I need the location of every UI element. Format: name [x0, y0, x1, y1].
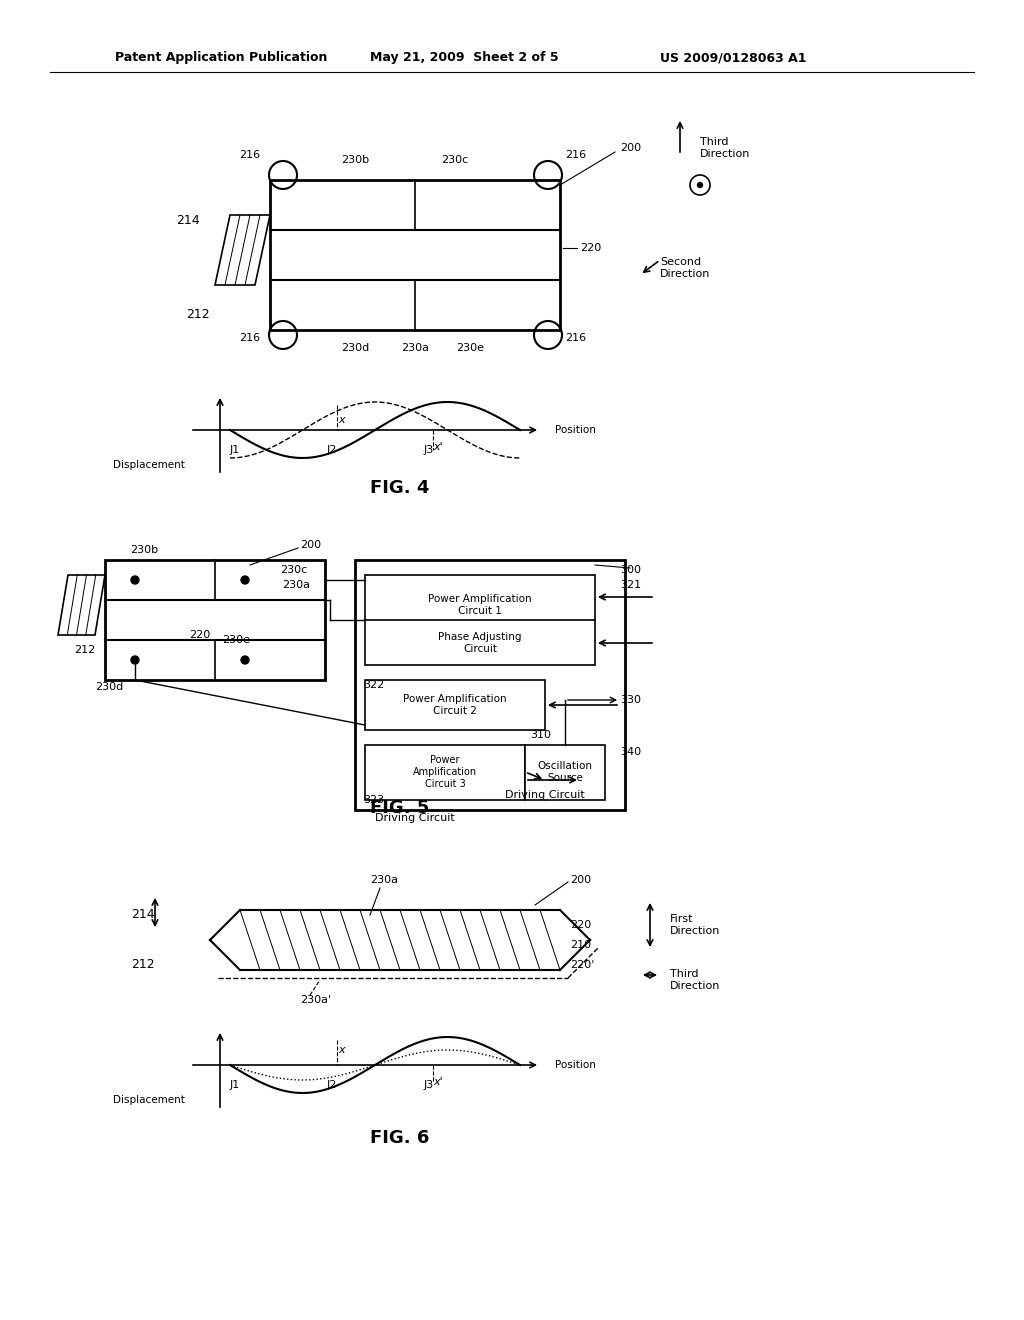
Text: 216: 216: [565, 333, 586, 343]
Text: 210: 210: [570, 940, 591, 950]
Text: 220': 220': [570, 960, 594, 970]
Text: Displacement: Displacement: [113, 1096, 185, 1105]
Text: 230c: 230c: [441, 154, 469, 165]
Text: 230a: 230a: [370, 875, 398, 884]
Text: x: x: [338, 414, 345, 425]
Text: 212: 212: [74, 645, 95, 655]
Text: Power
Amplification
Circuit 3: Power Amplification Circuit 3: [413, 755, 477, 788]
Text: Third
Direction: Third Direction: [670, 969, 720, 991]
Circle shape: [241, 576, 249, 583]
Text: 300: 300: [620, 565, 641, 576]
Text: 330: 330: [620, 696, 641, 705]
Text: Driving Circuit: Driving Circuit: [375, 813, 455, 822]
Text: 310: 310: [530, 730, 551, 741]
Circle shape: [241, 656, 249, 664]
Circle shape: [131, 576, 139, 583]
Text: 230e: 230e: [222, 635, 250, 645]
Text: 323: 323: [362, 795, 384, 805]
Text: Position: Position: [555, 425, 596, 436]
Text: J2: J2: [327, 1080, 337, 1090]
Text: May 21, 2009  Sheet 2 of 5: May 21, 2009 Sheet 2 of 5: [370, 51, 559, 65]
Text: x: x: [338, 1045, 345, 1055]
Text: J1: J1: [229, 445, 240, 455]
Text: Second
Direction: Second Direction: [660, 257, 711, 279]
Text: FIG. 6: FIG. 6: [371, 1129, 430, 1147]
Text: 230a: 230a: [401, 343, 429, 352]
Text: Third
Direction: Third Direction: [700, 137, 751, 158]
Text: 216: 216: [565, 150, 586, 160]
Text: Power Amplification
Circuit 1: Power Amplification Circuit 1: [428, 594, 531, 616]
Text: Phase Adjusting
Circuit: Phase Adjusting Circuit: [438, 632, 522, 653]
Text: 321: 321: [620, 579, 641, 590]
Text: 322: 322: [362, 680, 384, 690]
Text: Position: Position: [555, 1060, 596, 1071]
Text: 212: 212: [186, 309, 210, 322]
Text: 200: 200: [570, 875, 591, 884]
Bar: [355, 560, 625, 810]
Circle shape: [697, 182, 702, 187]
Bar: [365, 680, 545, 730]
Text: J3: J3: [423, 1080, 433, 1090]
Text: 220: 220: [570, 920, 591, 931]
Text: 216: 216: [239, 150, 260, 160]
Text: US 2009/0128063 A1: US 2009/0128063 A1: [660, 51, 807, 65]
Text: J3: J3: [423, 445, 433, 455]
Text: 230d: 230d: [95, 682, 123, 692]
Text: 220: 220: [188, 630, 210, 640]
Text: 230d: 230d: [341, 343, 369, 352]
Text: 220: 220: [580, 243, 601, 253]
Text: x': x': [433, 1077, 443, 1086]
Bar: [525, 744, 605, 800]
Text: 230e: 230e: [456, 343, 484, 352]
Text: Driving Circuit: Driving Circuit: [505, 789, 585, 800]
Text: 214: 214: [131, 908, 155, 921]
Text: J1: J1: [229, 1080, 240, 1090]
Text: 230c: 230c: [280, 565, 307, 576]
Text: FIG. 5: FIG. 5: [371, 799, 430, 817]
Bar: [365, 576, 595, 665]
Text: Oscillation
Source: Oscillation Source: [538, 762, 593, 783]
Circle shape: [131, 656, 139, 664]
Text: 230a': 230a': [300, 995, 331, 1005]
Text: 230a: 230a: [282, 579, 310, 590]
Text: 212: 212: [131, 958, 155, 972]
Text: J2: J2: [327, 445, 337, 455]
Text: FIG. 4: FIG. 4: [371, 479, 430, 498]
Text: Displacement: Displacement: [113, 459, 185, 470]
Text: 214: 214: [176, 214, 200, 227]
Bar: [105, 560, 325, 680]
Text: 230b: 230b: [341, 154, 369, 165]
Text: 200: 200: [300, 540, 322, 550]
Text: 230b: 230b: [130, 545, 158, 554]
Bar: [365, 744, 525, 800]
Text: 340: 340: [620, 747, 641, 756]
Text: 200: 200: [620, 143, 641, 153]
Bar: [270, 180, 560, 330]
Text: First
Direction: First Direction: [670, 915, 720, 936]
Text: x': x': [433, 442, 443, 451]
Text: Patent Application Publication: Patent Application Publication: [115, 51, 328, 65]
Text: 216: 216: [239, 333, 260, 343]
Text: Power Amplification
Circuit 2: Power Amplification Circuit 2: [403, 694, 507, 715]
